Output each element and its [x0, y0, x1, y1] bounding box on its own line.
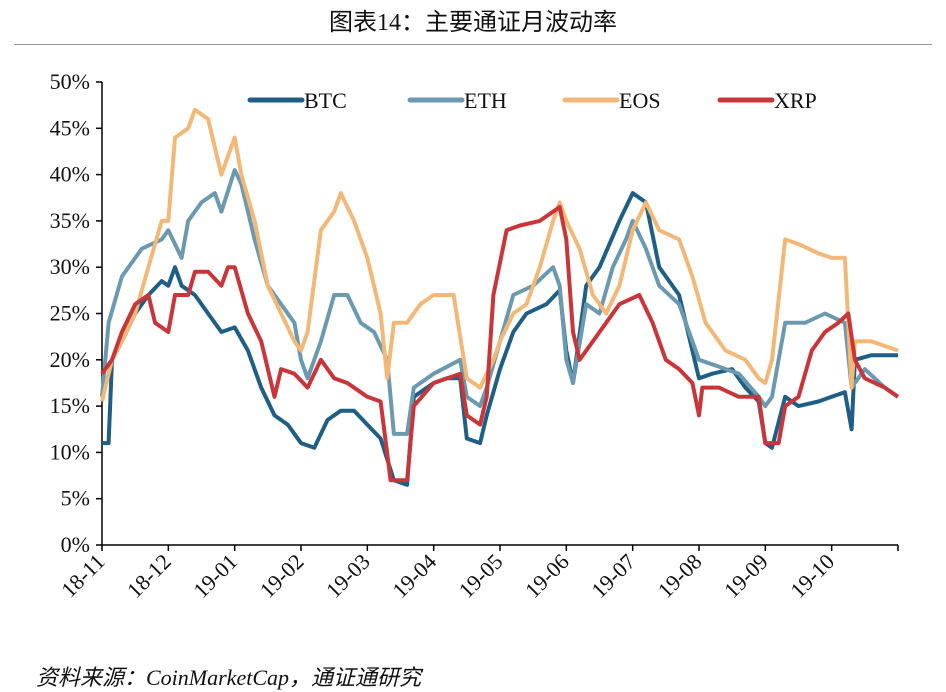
title-divider	[14, 44, 932, 45]
legend-label-xrp: XRP	[774, 88, 817, 113]
y-tick-label: 0%	[61, 532, 90, 557]
y-tick-label: 20%	[50, 347, 90, 372]
legend-label-eos: EOS	[619, 88, 661, 113]
x-tick-label: 19-04	[387, 549, 441, 603]
x-tick-label: 19-02	[255, 549, 309, 603]
y-tick-label: 15%	[50, 393, 90, 418]
x-tick-label: 19-03	[321, 549, 375, 603]
series-line-xrp	[100, 205, 900, 483]
y-tick-label: 25%	[50, 301, 90, 326]
y-tick-label: 40%	[50, 162, 90, 187]
legend-label-btc: BTC	[304, 88, 347, 113]
y-tick-label: 5%	[61, 486, 90, 511]
x-tick-label: 19-09	[719, 549, 773, 603]
x-tick-label: 19-08	[653, 549, 707, 603]
series-line-eos	[100, 107, 899, 402]
y-tick-label: 10%	[50, 439, 90, 464]
legend-label-eth: ETH	[464, 88, 507, 113]
y-tick-label: 30%	[50, 254, 90, 279]
x-tick-label: 18-12	[122, 549, 176, 603]
x-tick-label: 19-10	[785, 549, 839, 603]
y-tick-label: 50%	[50, 69, 90, 94]
y-tick-label: 35%	[50, 208, 90, 233]
x-tick-label: 19-01	[188, 549, 242, 603]
chart-title: 图表14：主要通证月波动率	[329, 10, 617, 36]
source-note: 资料来源：CoinMarketCap，通证通研究	[36, 665, 421, 690]
x-tick-label: 19-05	[454, 549, 508, 603]
y-tick-label: 45%	[50, 115, 90, 140]
x-tick-label: 19-06	[520, 549, 574, 603]
series-line-eth	[100, 168, 900, 436]
x-tick-label: 19-07	[586, 549, 640, 603]
